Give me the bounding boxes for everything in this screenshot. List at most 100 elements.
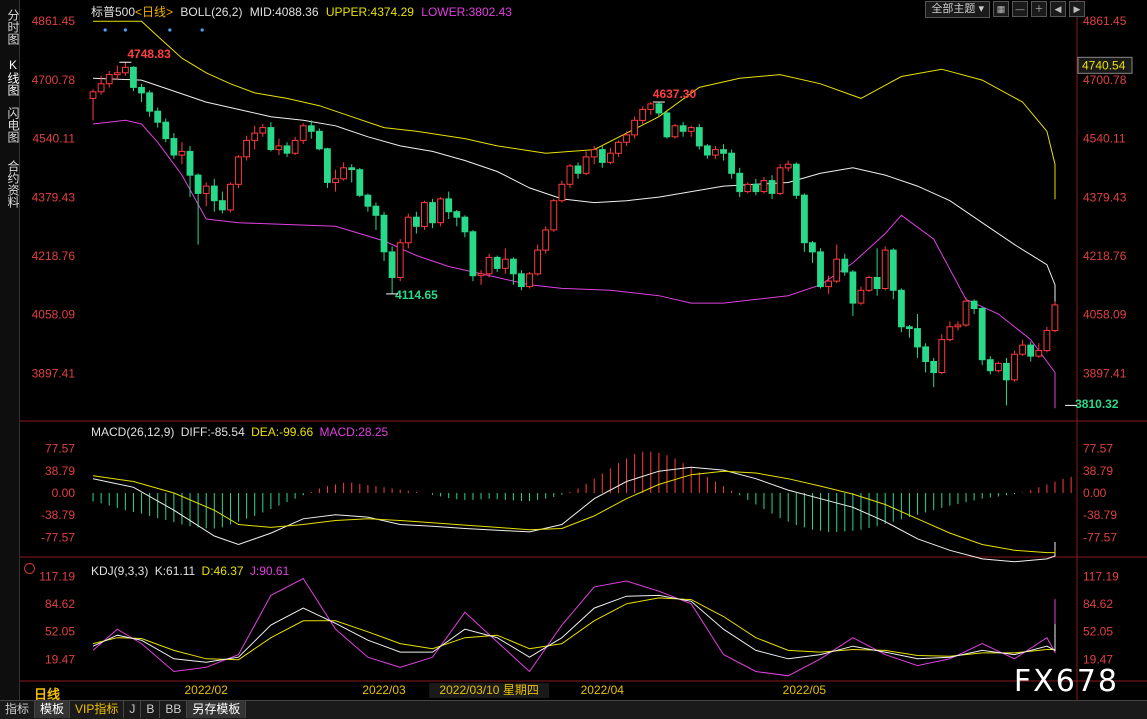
sidebar-tab-flash[interactable]: 闪电图 [6, 107, 20, 143]
candle-body [946, 326, 954, 341]
y-tick-right: -38.79 [1083, 508, 1117, 522]
y-tick-right: 117.19 [1083, 570, 1119, 584]
candle-body [615, 141, 622, 154]
candle-body [267, 127, 275, 150]
candle-body [736, 172, 744, 193]
candle-body [356, 169, 364, 196]
candle-body [954, 324, 962, 328]
y-tick-right: 84.62 [1083, 597, 1113, 611]
candle-body [453, 211, 461, 218]
sidebar-tab-kline[interactable]: K线图 [6, 58, 20, 96]
left-arrow-icon[interactable]: ◀ [1050, 1, 1066, 17]
period-button[interactable]: 日线 [34, 687, 61, 702]
grid-icon[interactable]: ▦ [993, 1, 1009, 17]
candle-body [914, 328, 921, 348]
candle-body [889, 249, 897, 291]
minus-icon[interactable]: — [1012, 1, 1028, 17]
candle-body [704, 145, 711, 156]
period-label: <日线> [135, 5, 174, 19]
candle-body [404, 216, 412, 244]
candle-body [380, 214, 388, 253]
candle-body [113, 72, 121, 76]
macd-dea: DEA:-99.66 [251, 425, 314, 439]
candle-body [243, 139, 250, 158]
candle-body [469, 231, 477, 277]
candle-body [728, 152, 736, 174]
y-tick-left: -77.57 [41, 530, 75, 544]
candle-body [291, 139, 299, 154]
boll-label: BOLL(26,2) [180, 5, 243, 19]
tab-templates[interactable]: 模板 [35, 701, 71, 718]
y-tick-right: 3897.41 [1083, 366, 1127, 380]
y-tick-right: 19.47 [1083, 652, 1113, 666]
candle-body [130, 66, 137, 88]
candle-body [235, 156, 242, 185]
chart-canvas[interactable]: 4861.45 4861.45 4700.78 4700.78 4540.11 4540.… [19, 0, 1147, 700]
candle-body [1003, 362, 1010, 381]
tab-indicators[interactable]: 指标 [0, 701, 36, 718]
candle-body [259, 127, 267, 134]
tab-j[interactable]: J [124, 701, 142, 718]
candle-body [833, 258, 841, 282]
y-tick-left: 4379.43 [32, 190, 76, 204]
settings-dot-icon[interactable] [24, 563, 35, 574]
candle-body [809, 242, 816, 253]
theme-select[interactable]: 全部主题 ▾ [925, 1, 990, 18]
macd-label: MACD(26,12,9) [91, 425, 175, 439]
candle-body [461, 216, 469, 233]
y-tick-right: 4379.43 [1083, 190, 1127, 204]
candle-body [364, 194, 372, 207]
candle-body [623, 134, 630, 143]
macd-value: MACD:28.25 [319, 425, 389, 439]
candle-body [558, 183, 566, 202]
kdj-j: J:90.61 [249, 564, 290, 578]
sidebar-tab-timeshare[interactable]: 分时图 [6, 9, 20, 45]
tab-save-template[interactable]: 另存模板 [187, 701, 247, 718]
candle-body [550, 200, 558, 231]
candle-body [720, 149, 727, 154]
bottom-toolbar: 指标 模板 VIP指标 J B BB 另存模板 [0, 700, 1147, 719]
candle-body [566, 165, 574, 185]
candle-body [825, 280, 833, 288]
candle-body [340, 167, 348, 180]
boll-upper-line [93, 20, 1056, 200]
candle-body [283, 145, 291, 154]
candle-body [906, 326, 913, 330]
boll-upper: UPPER:4374.29 [325, 5, 414, 19]
cursor-date-box [429, 683, 550, 698]
candle-body [170, 138, 178, 156]
macd-panel: 77.57 77.57 38.79 38.79 0.00 0.00 -38.79 -38.79… [41, 442, 1117, 563]
candle-body [792, 163, 800, 196]
candle-body [970, 300, 978, 310]
sidebar-tab-contract[interactable]: 合约资料 [6, 160, 20, 208]
tab-b[interactable]: B [141, 701, 161, 718]
plus-icon[interactable]: ＋ [1031, 1, 1047, 17]
candle-body [938, 339, 946, 374]
candle-body [1011, 353, 1018, 381]
macd-dea-line [92, 470, 1056, 554]
candle-body [97, 83, 105, 93]
tab-vip-indicators[interactable]: VIP指标 [70, 701, 125, 718]
candle-body [437, 198, 445, 224]
candle-body [817, 251, 824, 288]
candle-body [857, 289, 865, 304]
candle-body [647, 103, 655, 110]
candle-body [518, 273, 525, 288]
candle-body [873, 277, 881, 289]
candle-body [752, 183, 760, 193]
candle-body [178, 150, 186, 156]
y-tick-left: 117.19 [39, 570, 75, 584]
right-arrow-icon[interactable]: ▶ [1069, 1, 1085, 17]
signal-dot [200, 28, 204, 32]
candle-body [1027, 344, 1035, 357]
tab-bb[interactable]: BB [160, 701, 188, 718]
candle-body [316, 130, 323, 150]
candle-body [978, 308, 986, 361]
candle-body [712, 149, 719, 156]
signal-dot [103, 28, 107, 32]
candle-body [396, 242, 404, 279]
candle-body [194, 174, 202, 194]
price-label-box [1077, 56, 1133, 74]
candle-body [922, 346, 930, 362]
candle-body [138, 86, 145, 94]
